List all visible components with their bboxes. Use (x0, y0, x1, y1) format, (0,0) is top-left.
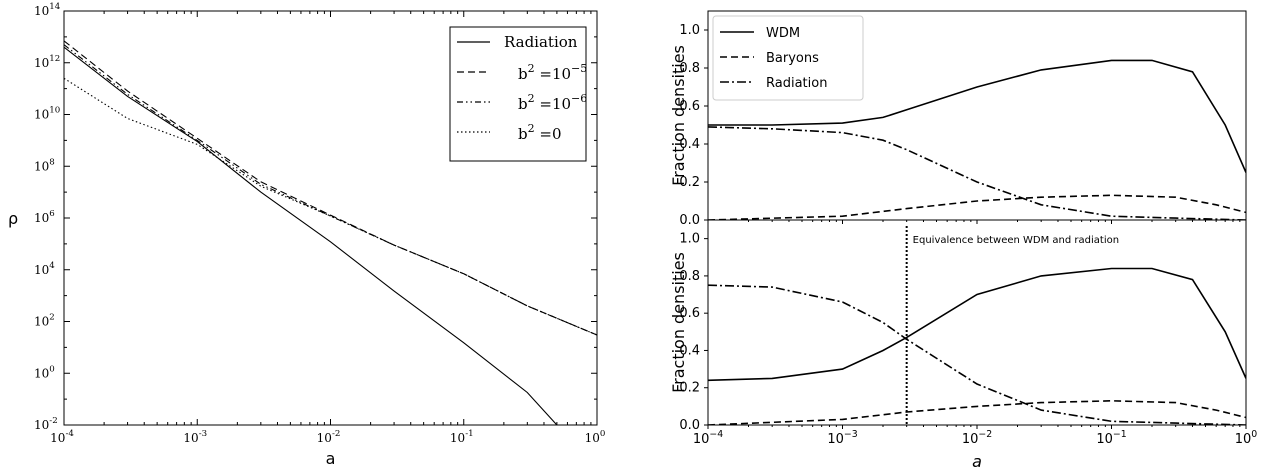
x-tick-label: 100 (1235, 429, 1258, 447)
legend-box (712, 15, 864, 101)
y-tick-label: 1.0 (679, 232, 700, 247)
series-line-1 (708, 399, 1246, 425)
y-axis-label: Fraction densities (669, 252, 688, 393)
y-tick-label: 0.4 (679, 343, 700, 358)
x-tick-label: 10-3 (183, 429, 207, 445)
series-line-2 (708, 284, 1246, 425)
x-tick-label: 10-2 (317, 429, 341, 445)
x-tick-label: 10−1 (1096, 429, 1126, 447)
y-tick-label: 0.6 (679, 99, 700, 114)
y-tick-label: 106 (34, 209, 55, 225)
x-tick-label: 10-4 (50, 429, 74, 445)
y-tick-label: 0.8 (679, 269, 700, 284)
series-line-1 (64, 40, 597, 336)
series-line-3 (64, 77, 597, 336)
series-line-1 (708, 194, 1246, 220)
y-tick-label: 102 (34, 313, 55, 329)
x-tick-label: 10-1 (450, 429, 474, 445)
y-tick-label: 0.8 (679, 61, 700, 76)
x-tick-label: 10−2 (962, 429, 992, 447)
series-line-0 (64, 46, 558, 425)
y-tick-label: 10-2 (34, 416, 58, 432)
bottom-panel: Equivalence between WDM and radiation 0.0… (669, 219, 1258, 469)
y-tick-label: 1.0 (679, 23, 700, 38)
legend-label: b2 =0 (518, 122, 562, 143)
y-tick-label: 0.2 (679, 175, 700, 190)
y-axis-label: Fraction densities (669, 45, 688, 186)
legend-label: b2 =10−6 (518, 92, 587, 113)
y-tick-label: 0.2 (679, 381, 700, 396)
x-tick-label: 100 (585, 429, 606, 445)
y-tick-label: 0.4 (679, 137, 700, 152)
y-tick-label: 0.0 (679, 213, 700, 228)
legend-label: WDM (766, 26, 800, 41)
series-line-2 (708, 126, 1246, 220)
series-line-0 (708, 267, 1246, 382)
series-line-0 (708, 59, 1246, 173)
legend-label: b2 =10−5 (518, 62, 587, 83)
left-plot: 10-4 10-3 10-2 10-1 100 10-2 100 102 104 106 108 10… (8, 2, 605, 468)
series-line-2 (64, 44, 597, 336)
legend-label: Radiation (766, 76, 827, 91)
legend: WDM Baryons Radiation (712, 15, 864, 101)
y-tick-label: 0.6 (679, 306, 700, 321)
x-tick-label: 10−3 (827, 429, 857, 447)
y-axis-label: ρ (8, 209, 18, 228)
y-tick-label: 100 (34, 364, 55, 380)
legend-label: Radiation (504, 33, 578, 51)
x-axis-label: a (972, 452, 982, 469)
y-tick-label: 1014 (34, 2, 61, 18)
legend: Radiation b2 =10−5 b2 =10−6 b2 =0 (449, 26, 587, 162)
y-tick-label: 104 (34, 261, 55, 277)
y-tick-label: 0.0 (679, 418, 700, 433)
y-tick-label: 1012 (34, 54, 60, 70)
y-tick-label: 1010 (34, 106, 60, 122)
x-tick-label: 10−4 (693, 429, 723, 447)
top-panel: 0.0 0.2 0.4 0.6 0.8 1.0 Fraction densities WDM B… (669, 10, 1247, 228)
legend-label: Baryons (766, 51, 819, 66)
annotation-label: Equivalence between WDM and radiation (913, 235, 1119, 246)
x-axis-label: a (326, 449, 336, 468)
legend-box (449, 26, 587, 162)
y-tick-label: 108 (34, 157, 55, 173)
bottom-panel-frame (707, 219, 1247, 426)
